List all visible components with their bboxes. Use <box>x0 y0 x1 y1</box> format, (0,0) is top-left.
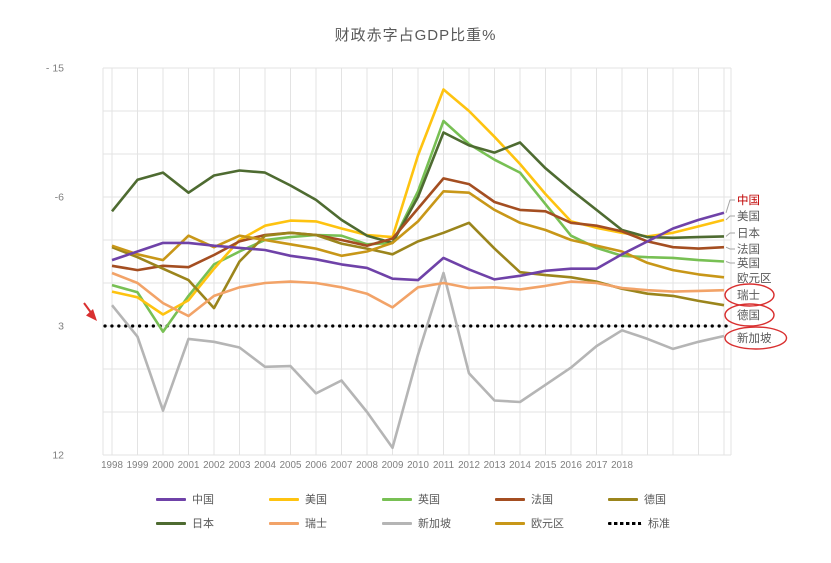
series-line-日本 <box>110 131 725 245</box>
legend-item-德国: 德国 <box>608 492 721 506</box>
end-label-日本: 日本 <box>737 226 760 240</box>
legend-swatch-法国 <box>495 497 525 501</box>
legend-item-瑞士: 瑞士 <box>269 516 382 530</box>
end-label-美国: 美国 <box>737 209 760 223</box>
chart-title: 财政赤字占GDP比重% <box>334 27 497 44</box>
x-tick-label: 2014 <box>509 460 531 471</box>
legend-label-德国: 德国 <box>644 494 666 506</box>
series-line-美国 <box>111 88 725 316</box>
x-tick-label: 2016 <box>560 460 582 471</box>
series-line-中国 <box>111 211 725 282</box>
x-tick-label: 2001 <box>178 460 200 471</box>
legend-item-欧元区: 欧元区 <box>495 516 608 530</box>
y-tick-label: - 15 <box>46 63 64 75</box>
end-label-德国: 德国 <box>737 308 760 322</box>
x-axis-ticks: 1998 1999 2000 2001 2002 2003 2004 2005 2006 2007… <box>101 460 633 471</box>
leader-line-法国 <box>725 246 735 250</box>
legend-item-标准: 标准 <box>608 516 721 530</box>
x-tick-label: 1998 <box>101 460 123 471</box>
legend-swatch-瑞士 <box>269 521 299 525</box>
red-circle-德国 <box>724 303 775 327</box>
end-label-英国: 英国 <box>737 256 760 270</box>
x-tick-label: 2017 <box>586 460 608 471</box>
x-tick-label: 2006 <box>305 460 327 471</box>
legend-item-日本: 日本 <box>156 516 269 530</box>
x-tick-label: 2018 <box>611 460 633 471</box>
legend-label-标准: 标准 <box>648 518 670 530</box>
red-arrow-head <box>86 309 97 321</box>
y-tick-label: 12 <box>52 449 64 461</box>
red-circle-新加坡 <box>724 326 788 350</box>
x-tick-label: 2011 <box>433 460 454 471</box>
end-label-瑞士: 瑞士 <box>737 288 760 302</box>
chart-legend: 中国 美国 英国 法国 德国日本 瑞士 新加坡 欧元区 标准 <box>156 492 721 530</box>
legend-swatch-中国 <box>156 497 186 501</box>
legend-label-美国: 美国 <box>305 494 327 506</box>
legend-label-法国: 法国 <box>531 494 553 506</box>
legend-label-瑞士: 瑞士 <box>305 518 327 530</box>
legend-item-法国: 法国 <box>495 492 608 506</box>
x-tick-label: 2004 <box>254 460 276 471</box>
legend-label-中国: 中国 <box>192 494 214 506</box>
legend-label-日本: 日本 <box>192 518 214 530</box>
series-line-瑞士 <box>111 271 725 318</box>
x-tick-label: 2015 <box>535 460 557 471</box>
series-line-新加坡 <box>110 271 725 450</box>
legend-item-中国: 中国 <box>156 492 269 506</box>
legend-item-美国: 美国 <box>269 492 382 506</box>
legend-swatch-标准 <box>608 521 642 525</box>
legend-swatch-新加坡 <box>382 521 412 525</box>
legend-swatch-日本 <box>156 521 186 525</box>
y-tick-label: 3 <box>58 320 64 332</box>
red-circle-瑞士 <box>724 283 775 307</box>
legend-swatch-英国 <box>382 497 412 501</box>
end-label-新加坡: 新加坡 <box>737 331 772 345</box>
end-label-法国: 法国 <box>737 242 760 256</box>
leader-line-英国 <box>725 261 735 264</box>
legend-label-欧元区: 欧元区 <box>531 518 564 530</box>
legend-label-英国: 英国 <box>418 494 440 506</box>
legend-swatch-美国 <box>269 497 299 501</box>
x-tick-label: 2005 <box>280 460 302 471</box>
x-tick-label: 2009 <box>382 460 404 471</box>
leader-line-美国 <box>725 215 735 221</box>
end-label-中国: 中国 <box>737 194 760 207</box>
series-line-英国 <box>111 119 725 334</box>
legend-label-新加坡: 新加坡 <box>418 518 451 530</box>
x-tick-label: 2008 <box>356 460 378 471</box>
leader-line-日本 <box>725 232 735 237</box>
end-label-欧元区: 欧元区 <box>737 272 772 285</box>
x-tick-label: 2002 <box>203 460 225 471</box>
legend-item-新加坡: 新加坡 <box>382 516 495 530</box>
grid-lines <box>102 67 732 456</box>
series-line-法国 <box>111 177 725 272</box>
legend-item-英国: 英国 <box>382 492 495 506</box>
x-tick-label: 2000 <box>152 460 174 471</box>
x-tick-label: 2003 <box>229 460 251 471</box>
series-line-欧元区 <box>111 190 725 279</box>
leader-line-中国 <box>725 199 735 213</box>
x-tick-label: 1999 <box>127 460 149 471</box>
series-lines <box>110 88 725 450</box>
x-tick-label: 2013 <box>484 460 506 471</box>
y-tick-label: -6 <box>55 191 64 203</box>
x-tick-label: 2010 <box>407 460 429 471</box>
y-axis-ticks: - 15 -6 3 12 <box>46 63 64 462</box>
red-arrow-annotation <box>83 302 97 321</box>
x-tick-label: 2012 <box>458 460 480 471</box>
x-tick-label: 2007 <box>331 460 353 471</box>
legend-swatch-欧元区 <box>495 521 525 525</box>
legend-swatch-德国 <box>608 497 638 501</box>
